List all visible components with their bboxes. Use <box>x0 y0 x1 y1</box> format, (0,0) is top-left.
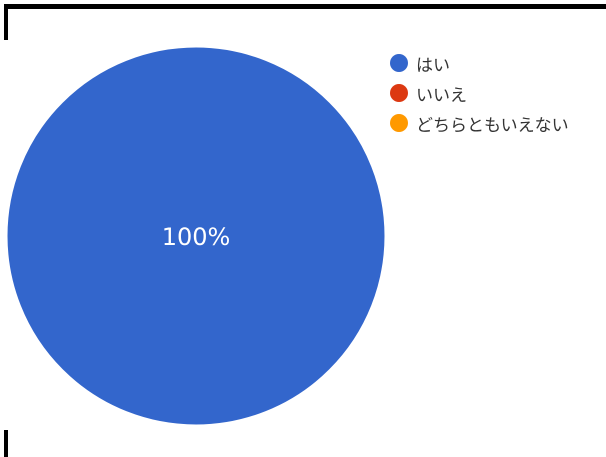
pie-slice-yes[interactable] <box>6 46 386 426</box>
frame-left-border-lower <box>4 430 8 457</box>
legend-swatch-no <box>390 84 408 102</box>
chart-legend: はい いいえ どちらともいえない <box>390 48 569 138</box>
legend-item-no[interactable]: いいえ <box>390 78 569 108</box>
legend-item-yes[interactable]: はい <box>390 48 569 78</box>
legend-label-yes: はい <box>416 55 450 76</box>
legend-item-neutral[interactable]: どちらともいえない <box>390 108 569 138</box>
slice-label-yes: 100% <box>162 223 231 251</box>
legend-swatch-yes <box>390 54 408 72</box>
legend-label-no: いいえ <box>416 85 467 106</box>
legend-swatch-neutral <box>390 114 408 132</box>
frame-top-border <box>4 4 606 9</box>
legend-label-neutral: どちらともいえない <box>416 115 569 136</box>
frame-left-border-upper <box>4 4 8 40</box>
